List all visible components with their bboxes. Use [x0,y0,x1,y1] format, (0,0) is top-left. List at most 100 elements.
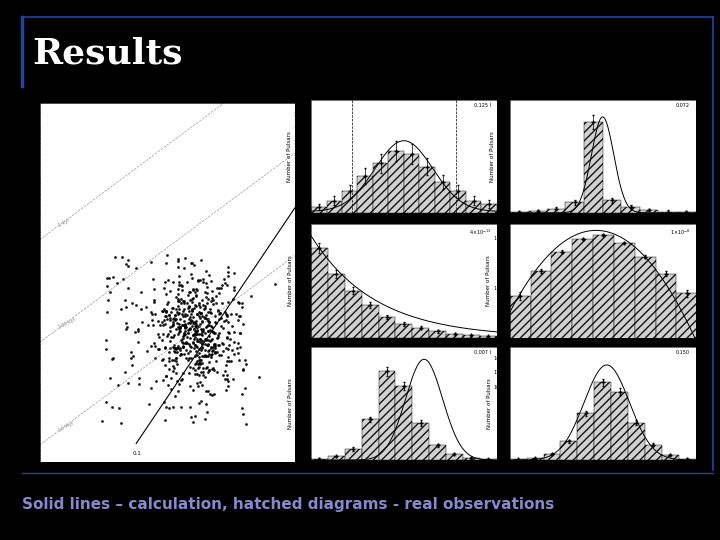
Point [200,334,212,343]
Bar [328,456,345,460]
Point [191,356,202,365]
Point [197,275,209,284]
Point [240,360,252,368]
Point [192,342,203,351]
Point [216,339,228,347]
Point [226,345,238,354]
Point [127,352,139,361]
Point [184,301,195,310]
Point [153,345,164,354]
Bar [560,441,577,460]
Point [189,352,200,360]
Point [167,362,179,371]
Point [176,282,188,291]
Point [135,305,146,313]
Point [127,299,138,307]
Point [130,264,142,272]
Point [122,256,133,265]
Point [225,357,237,366]
Bar [679,459,696,460]
Point [167,403,179,412]
Point [192,363,204,372]
X-axis label: Dispersion Measure (pc cm$^{-3}$): Dispersion Measure (pc cm$^{-3}$) [361,351,446,361]
Point [192,326,203,335]
Point [160,416,171,424]
Bar [584,122,603,213]
Point [111,279,122,287]
Point [191,335,202,343]
Point [158,284,170,293]
Bar [572,239,593,540]
Point [199,352,210,361]
Point [172,284,184,293]
Point [197,359,208,367]
Point [172,263,184,272]
Point [188,386,199,394]
Point [221,356,233,365]
Point [239,356,251,364]
Point [189,301,201,309]
Point [179,323,191,332]
Bar [328,274,345,338]
Point [194,360,206,368]
Point [169,392,181,401]
Point [158,307,169,316]
Point [167,321,179,330]
Point [114,404,125,413]
Point [171,319,182,327]
Point [157,376,168,384]
Point [198,300,210,309]
Point [179,338,191,347]
Point [188,339,199,347]
Point [129,328,140,337]
Point [147,321,158,329]
Point [164,287,176,295]
Point [206,322,217,331]
Point [186,364,198,373]
Bar [635,256,656,540]
Point [196,355,207,364]
Point [148,339,160,347]
Point [174,346,186,355]
Point [192,382,204,390]
Point [185,353,197,362]
Bar [526,458,544,460]
Point [175,298,186,307]
Point [178,305,189,313]
Point [122,262,134,271]
Point [194,308,205,316]
Point [107,355,118,363]
Point [101,336,112,345]
Point [203,358,215,367]
Point [173,305,184,313]
Point [193,322,204,330]
Point [200,364,212,373]
Point [117,274,129,283]
Bar [481,204,497,213]
Point [178,342,189,351]
Point [173,296,184,305]
Bar [345,291,361,338]
Point [204,318,215,327]
Point [189,366,200,375]
Point [209,318,220,327]
Bar [345,449,361,460]
Point [184,333,196,342]
Text: 10 Myr: 10 Myr [57,421,75,433]
Point [210,340,221,348]
Point [163,357,174,366]
Point [204,322,216,330]
Point [179,329,190,338]
Point [189,303,200,312]
Point [202,321,213,329]
Point [194,359,205,368]
Point [209,349,220,357]
Point [194,355,205,364]
Point [237,299,248,308]
Bar [311,458,328,460]
Point [237,410,248,418]
Point [171,325,182,334]
Point [197,364,209,373]
Point [125,353,136,362]
Point [189,330,200,339]
